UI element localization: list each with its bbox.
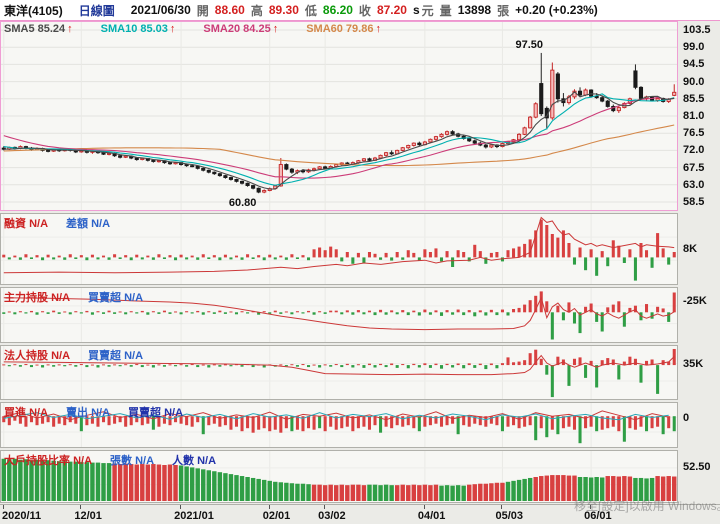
financing-chart[interactable] xyxy=(1,214,677,284)
x-axis-label: 04/01 xyxy=(417,510,446,522)
panel-scale-label: 35K xyxy=(683,357,704,370)
trend-up-arrow-icon: ↑ xyxy=(169,23,176,35)
x-axis-label: 02/01 xyxy=(262,510,291,522)
x-axis-tick xyxy=(590,505,592,509)
panel-scale-label: -25K xyxy=(683,294,707,307)
y-axis-label: 67.5 xyxy=(683,161,705,174)
panel-scale-label: 52.50 xyxy=(683,461,711,474)
open-label: 開 xyxy=(196,3,209,18)
institutional-holders-labels: 法人持股 N/A 買賣超 N/A xyxy=(4,347,161,363)
x-axis-label: 03/02 xyxy=(318,510,346,522)
y-axis-label: 81.0 xyxy=(683,110,705,122)
close-value: 87.20 xyxy=(376,3,407,17)
panel-scale-label: 8K xyxy=(683,242,698,255)
major-holders-panel[interactable]: 主力持股 N/A 買賣超 N/A xyxy=(0,287,678,343)
panel-indicator-label: 買賣超 N/A xyxy=(88,292,144,304)
buy-sell-panel[interactable]: 買進 N/A 賣出 N/A 買賣超 N/A xyxy=(0,402,678,448)
sma-legend-item: SMA60 79.86 ↑ xyxy=(306,23,381,35)
volume-value: 13898 xyxy=(457,3,492,17)
price-unit: 元 xyxy=(421,3,434,18)
date-axis: 2020/11 12/01 2021/01 02/01 03/02 04/01 05/03 0… xyxy=(0,504,720,524)
chart-type[interactable]: 日線圖 xyxy=(78,3,115,18)
candlestick-chart[interactable]: 97.50 60.80 xyxy=(1,22,677,210)
panel-indicator-label: 法人持股 N/A xyxy=(4,350,71,362)
high-value: 89.30 xyxy=(268,3,299,17)
y-axis-label: 72.0 xyxy=(683,144,705,157)
y-axis-label: 99.0 xyxy=(683,41,705,54)
financing-panel[interactable]: 融資 N/A 差額 N/A xyxy=(0,213,678,285)
panel-indicator-label: 主力持股 N/A xyxy=(4,292,71,304)
stock-name: 東洋(4105) xyxy=(4,3,63,18)
buy-sell-chart[interactable] xyxy=(1,403,677,447)
panel-indicator-label: 買進 N/A xyxy=(4,407,49,419)
x-axis-tick xyxy=(268,505,270,509)
low-value: 86.20 xyxy=(322,3,353,17)
y-axis-label: 58.5 xyxy=(683,196,705,208)
sma-legend-item: SMA10 85.03 ↑ xyxy=(100,23,176,35)
trend-up-arrow-icon: ↑ xyxy=(272,23,279,35)
large-holders-ratio-panel[interactable]: 大戶持股比率 N/A 張數 N/A 人數 N/A xyxy=(0,450,678,503)
major-holders-chart[interactable] xyxy=(1,288,677,342)
panel-indicator-label: 張數 N/A xyxy=(110,455,155,467)
high-label: 高 xyxy=(250,3,263,18)
large-holders-ratio-chart[interactable] xyxy=(1,451,677,502)
buy-sell-labels: 買進 N/A 賣出 N/A 買賣超 N/A xyxy=(4,404,201,420)
windows-activation-watermark: 移至[設定]以啟用 Windows。 xyxy=(574,499,720,513)
x-axis-tick xyxy=(2,505,4,509)
x-axis-tick xyxy=(324,505,326,509)
panel-indicator-label: 賣出 N/A xyxy=(66,407,111,419)
y-axis-label: 85.5 xyxy=(683,92,705,105)
institutional-holders-panel[interactable]: 法人持股 N/A 買賣超 N/A xyxy=(0,345,678,400)
volume-label: 量 xyxy=(439,3,452,18)
financing-labels: 融資 N/A 差額 N/A xyxy=(4,215,128,231)
panel-indicator-label: 大戶持股比率 N/A xyxy=(4,455,93,467)
x-axis-label: 12/01 xyxy=(74,510,102,522)
price-annotation: 60.80 xyxy=(229,197,257,209)
large-holders-ratio-labels: 大戶持股比率 N/A 張數 N/A 人數 N/A xyxy=(4,452,234,468)
y-axis-label: 94.5 xyxy=(683,58,705,71)
settle-flag: s xyxy=(412,3,420,17)
x-axis-tick xyxy=(180,505,182,509)
sma-legend-item: SMA5 85.24 ↑ xyxy=(4,23,73,35)
x-axis-tick xyxy=(501,505,503,509)
panel-indicator-label: 融資 N/A xyxy=(4,218,49,230)
price-annotation: 97.50 xyxy=(515,39,543,51)
close-label: 收 xyxy=(358,3,371,18)
x-axis-label: 2020/11 xyxy=(2,510,42,522)
x-axis-tick xyxy=(80,505,82,509)
x-axis-label: 06/01 xyxy=(584,510,612,522)
panel-indicator-label: 買賣超 N/A xyxy=(128,407,184,419)
panel-indicator-label: 買賣超 N/A xyxy=(88,350,144,362)
x-axis-label: 2021/01 xyxy=(174,510,214,522)
panel-indicator-label: 差額 N/A xyxy=(66,218,111,230)
institutional-holders-chart[interactable] xyxy=(1,346,677,399)
open-value: 88.60 xyxy=(214,3,245,17)
main-candlestick-panel[interactable]: 97.50 60.80 SMA5 85.24 ↑ SMA10 85.03 ↑ SMA20 … xyxy=(0,21,678,211)
change-value: +0.20 (+0.23%) xyxy=(515,3,598,17)
quote-header: 東洋(4105) 日線圖 2021/06/30 開 88.60 高 89.30 … xyxy=(0,0,720,21)
y-axis-label: 76.5 xyxy=(683,127,705,140)
y-axis-label: 63.0 xyxy=(683,178,705,191)
y-axis-label: 90.0 xyxy=(683,75,705,88)
quote-date: 2021/06/30 xyxy=(130,3,191,17)
low-label: 低 xyxy=(304,3,317,18)
trend-up-arrow-icon: ↑ xyxy=(67,23,73,35)
x-axis-tick xyxy=(423,505,425,509)
sma-legend-item: SMA20 84.25 ↑ xyxy=(203,23,279,35)
panel-scale-label: 0 xyxy=(683,412,690,425)
y-axis-label: 103.5 xyxy=(683,24,711,36)
trend-up-arrow-icon: ↑ xyxy=(375,23,381,35)
x-axis-label: 05/03 xyxy=(495,510,523,522)
panel-indicator-label: 人數 N/A xyxy=(172,455,217,467)
major-holders-labels: 主力持股 N/A 買賣超 N/A xyxy=(4,289,161,305)
sma-legend: SMA5 85.24 ↑ SMA10 85.03 ↑ SMA20 84.25 ↑ SMA60… xyxy=(4,23,381,35)
volume-unit: 張 xyxy=(497,3,510,18)
